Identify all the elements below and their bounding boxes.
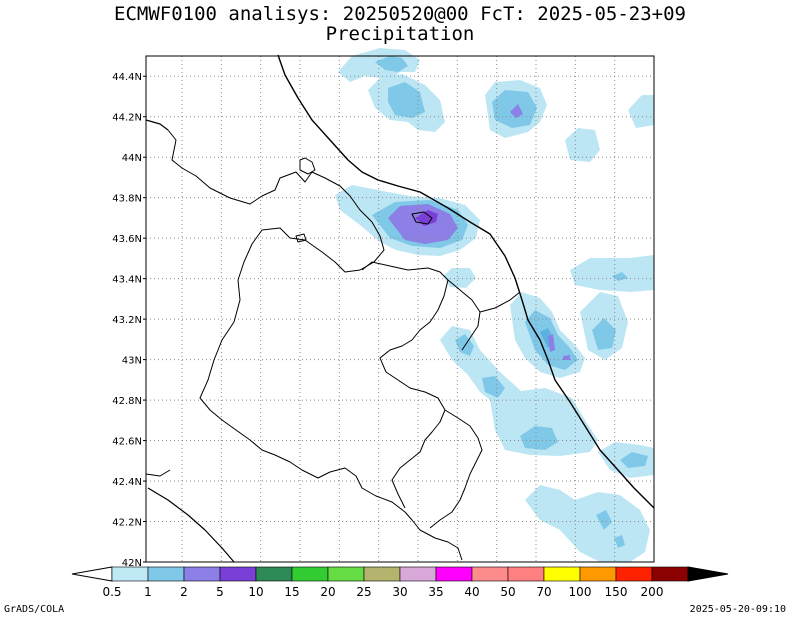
- colorbar-swatch: [291, 566, 329, 582]
- colorbar-swatch: [219, 566, 257, 582]
- colorbar-swatch: [327, 566, 365, 582]
- colorbar-swatch: [651, 566, 689, 582]
- colorbar-label: 50: [500, 585, 515, 599]
- precip-area: [620, 452, 648, 468]
- precip-area: [563, 355, 570, 360]
- precip-area: [592, 318, 616, 350]
- colorbar-label: 0.5: [102, 585, 121, 599]
- colorbar-label: 10: [248, 585, 263, 599]
- lat-label: 42.4N: [112, 477, 142, 488]
- map-title: ECMWF0100 analisys: 20250520@00 FcT: 202…: [114, 3, 686, 25]
- lat-label: 44.2N: [112, 113, 142, 124]
- precip-area: [612, 272, 628, 281]
- lat-label: 43.6N: [112, 234, 142, 245]
- precip-area: [525, 485, 650, 562]
- lat-label: 42N: [122, 558, 142, 569]
- colorbar-swatch: [111, 566, 149, 582]
- colorbar-swatch: [363, 566, 401, 582]
- precip-area: [388, 82, 425, 118]
- lat-label: 43.8N: [112, 194, 142, 205]
- lat-label: 42.8N: [112, 396, 142, 407]
- regional-border: [479, 291, 521, 313]
- colorbar-swatch: [579, 566, 617, 582]
- colorbar-swatch: [615, 566, 653, 582]
- colorbar-swatch: [255, 566, 293, 582]
- precip-area: [490, 388, 598, 456]
- lat-label: 43.2N: [112, 315, 142, 326]
- lat-label: 42.6N: [112, 437, 142, 448]
- colorbar-swatch: [507, 566, 545, 582]
- colorbar-label: 20: [320, 585, 335, 599]
- colorbar-swatch: [399, 566, 437, 582]
- precip-area: [443, 268, 476, 288]
- precip-area: [570, 255, 654, 292]
- coastline: [145, 119, 169, 131]
- lat-label: 44.4N: [112, 72, 142, 83]
- regional-border: [299, 157, 316, 175]
- colorbar-swatch: [471, 566, 509, 582]
- colorbar-arrow-left: [71, 566, 113, 582]
- timestamp: 2025-05-20-09:10: [689, 604, 786, 615]
- precip-area: [628, 95, 654, 128]
- colorbar-label: 35: [428, 585, 443, 599]
- colorbar-label: 5: [216, 585, 224, 599]
- regional-border: [295, 233, 307, 243]
- precip-area: [482, 376, 505, 398]
- precip-area: [548, 334, 555, 352]
- colorbar-label: 30: [392, 585, 407, 599]
- precip-area: [510, 104, 523, 118]
- precip-area: [565, 128, 600, 162]
- precip-area: [614, 535, 625, 548]
- lat-label: 42.2N: [112, 518, 142, 529]
- coastline: [277, 54, 655, 509]
- coastline-and-borders: [145, 54, 655, 563]
- precipitation-field: [335, 48, 654, 562]
- colorbar-label: 200: [641, 585, 664, 599]
- regional-border: [361, 261, 449, 509]
- colorbar-label: 150: [605, 585, 628, 599]
- colorbar-label: 1: [144, 585, 152, 599]
- colorbar-label: 70: [536, 585, 551, 599]
- precip-area: [520, 426, 558, 450]
- colorbar: 0.5 1 2 5 10 15 20 25 30 35 40 50 70 100 150 200: [71, 566, 729, 599]
- regional-border: [411, 211, 433, 225]
- colorbar-label: 40: [464, 585, 479, 599]
- colorbar-swatch: [543, 566, 581, 582]
- software-credit: GrADS/COLA: [4, 604, 65, 615]
- precip-area: [455, 334, 474, 356]
- colorbar-swatch: [183, 566, 221, 582]
- colorbar-label: 15: [284, 585, 299, 599]
- colorbar-swatch: [435, 566, 473, 582]
- regional-border: [167, 129, 463, 561]
- precip-area: [415, 210, 438, 226]
- regional-border: [145, 469, 171, 477]
- regional-border: [429, 409, 483, 529]
- colorbar-label: 2: [180, 585, 188, 599]
- lat-label: 43N: [122, 356, 142, 367]
- colorbar-arrow-right: [687, 566, 729, 582]
- colorbar-label: 100: [569, 585, 592, 599]
- colorbar-swatch: [147, 566, 185, 582]
- map-subtitle: Precipitation: [325, 23, 475, 45]
- lat-label: 44N: [122, 153, 142, 164]
- map-frame: [145, 55, 655, 563]
- precip-area: [375, 56, 408, 72]
- latitude-labels: 44.4N 44.2N 44N 43.8N 43.6N 43.4N 43.2N 43N 42.8…: [112, 72, 146, 569]
- lat-label: 43.4N: [112, 275, 142, 286]
- coastline: [147, 487, 235, 563]
- precip-area: [596, 510, 612, 530]
- colorbar-label: 25: [356, 585, 371, 599]
